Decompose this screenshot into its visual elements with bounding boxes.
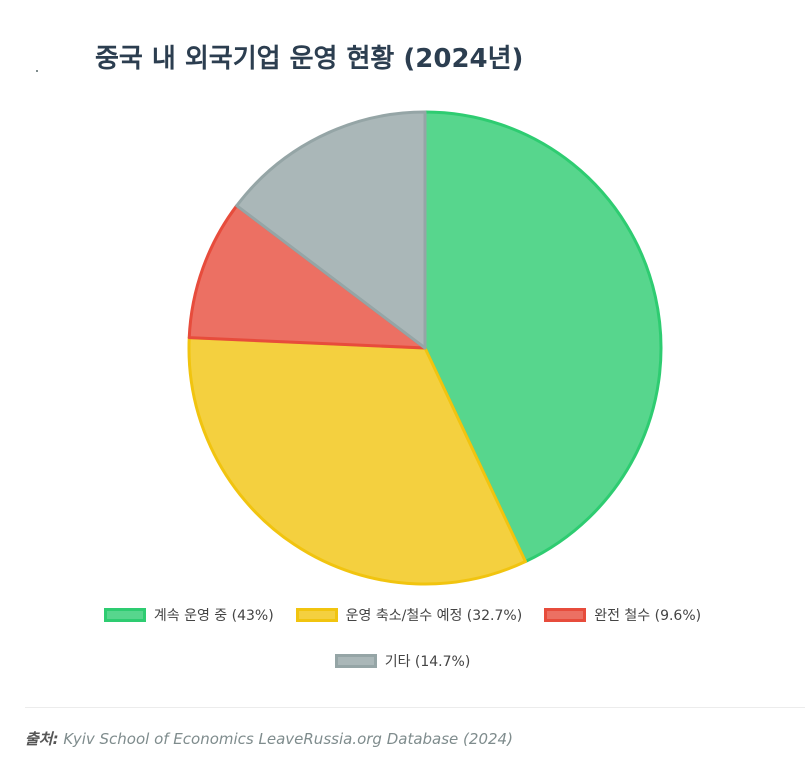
legend-swatch-withdrawn [544,608,587,622]
pie-slice-continuing[interactable] [423,110,663,564]
legend-item-other[interactable]: 기타 (14.7%) [334,651,471,671]
footer-divider [25,707,805,708]
pie-slice-reducing[interactable] [187,336,527,586]
legend-label-other: 기타 (14.7%) [384,654,471,670]
legend-item-withdrawn[interactable]: 완전 철수 (9.6%) [544,605,701,625]
legend-label-withdrawn: 완전 철수 (9.6%) [594,608,702,624]
legend-swatch-continuing [103,608,146,622]
legend-item-continuing[interactable]: 계속 운영 중 (43%) [103,605,274,625]
source-note: 출처: Kyiv School of Economics LeaveRussia… [25,728,513,749]
pie-slice-other[interactable] [235,110,427,350]
legend-label-continuing: 계속 운영 중 (43%) [153,608,274,624]
chart-title: 중국 내 외국기업 운영 현황 (2024년) [95,44,524,74]
legend-swatch-other [334,654,377,668]
pie-slices [187,110,663,586]
source-text: Kyiv School of Economics LeaveRussia.org… [63,730,513,748]
legend-row-2: 기타 (14.7%) [0,644,805,678]
pie-chart [187,110,663,586]
source-label: 출처: [25,730,59,748]
chart-legend: 계속 운영 중 (43%) 운영 축소/철수 예정 (32.7%) 완전 철수 … [0,598,805,690]
pie-slice-withdrawn[interactable] [187,204,427,350]
legend-item-reducing[interactable]: 운영 축소/철수 예정 (32.7%) [295,605,523,625]
legend-swatch-reducing [295,608,338,622]
legend-label-reducing: 운영 축소/철수 예정 (32.7%) [345,608,523,624]
decorative-dot [36,70,38,72]
legend-row-1: 계속 운영 중 (43%) 운영 축소/철수 예정 (32.7%) 완전 철수 … [0,598,805,632]
